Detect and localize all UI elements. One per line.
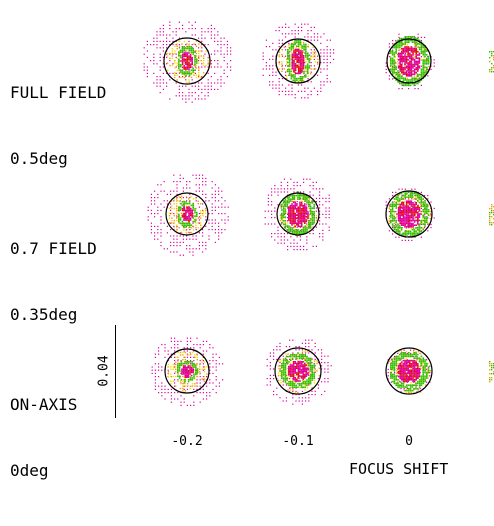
scale-bar [115, 325, 116, 418]
row-label-on-axis-name: ON-AXIS [10, 395, 78, 414]
spot-grid [143, 21, 494, 406]
airy-disk-circle [386, 38, 432, 84]
row-label-field-0-7-angle: 0.35deg [10, 305, 78, 324]
spot-full-field-col-0 [143, 21, 232, 103]
airy-disk-circle [275, 38, 321, 84]
spot-diagram: FULL FIELD 0.5deg 0.7 FIELD 0.35deg ON-A… [10, 21, 494, 480]
focus-shift-axis-title: FOCUS SHIFT [349, 460, 449, 478]
spot-on-axis-col-2 [385, 347, 433, 395]
column-label-focus-minus-0-1: -0.1 [282, 434, 314, 449]
spot-on-axis-col-0 [151, 337, 224, 406]
airy-disk-circle [385, 190, 433, 238]
column-label-focus-minus-0-2: -0.2 [171, 434, 203, 449]
row-label-full-field-name: FULL FIELD [10, 83, 107, 102]
spot-full-field-col-1 [262, 23, 335, 99]
airy-disk-circle [165, 192, 209, 236]
spot-field-0-7-col-2 [385, 188, 435, 241]
airy-disk-circle [385, 347, 433, 395]
spot-full-field-col-2 [385, 33, 435, 90]
airy-disk-circle [163, 37, 211, 85]
spot-field-0-7-col-0 [147, 174, 229, 256]
column-label-focus-0: 0 [405, 434, 413, 449]
spot-on-axis-col-1 [266, 339, 332, 405]
row-label-on-axis: ON-AXIS 0deg [10, 350, 77, 526]
row-label-field-0-7: 0.7 FIELD 0.35deg [10, 194, 97, 370]
airy-disk-circle [276, 192, 320, 236]
row-label-full-field: FULL FIELD 0.5deg [10, 38, 106, 214]
row-label-field-0-7-name: 0.7 FIELD [10, 239, 97, 258]
spot-on-axis-col-3-partial [489, 361, 494, 383]
airy-disk-circle [164, 348, 210, 394]
row-label-full-field-angle: 0.5deg [10, 149, 68, 168]
airy-disk-circle [274, 347, 322, 395]
spot-field-0-7-col-3-partial [489, 204, 494, 226]
spot-full-field-col-3-partial [489, 51, 494, 73]
row-label-on-axis-angle: 0deg [10, 461, 49, 480]
spot-field-0-7-col-1 [264, 178, 330, 251]
